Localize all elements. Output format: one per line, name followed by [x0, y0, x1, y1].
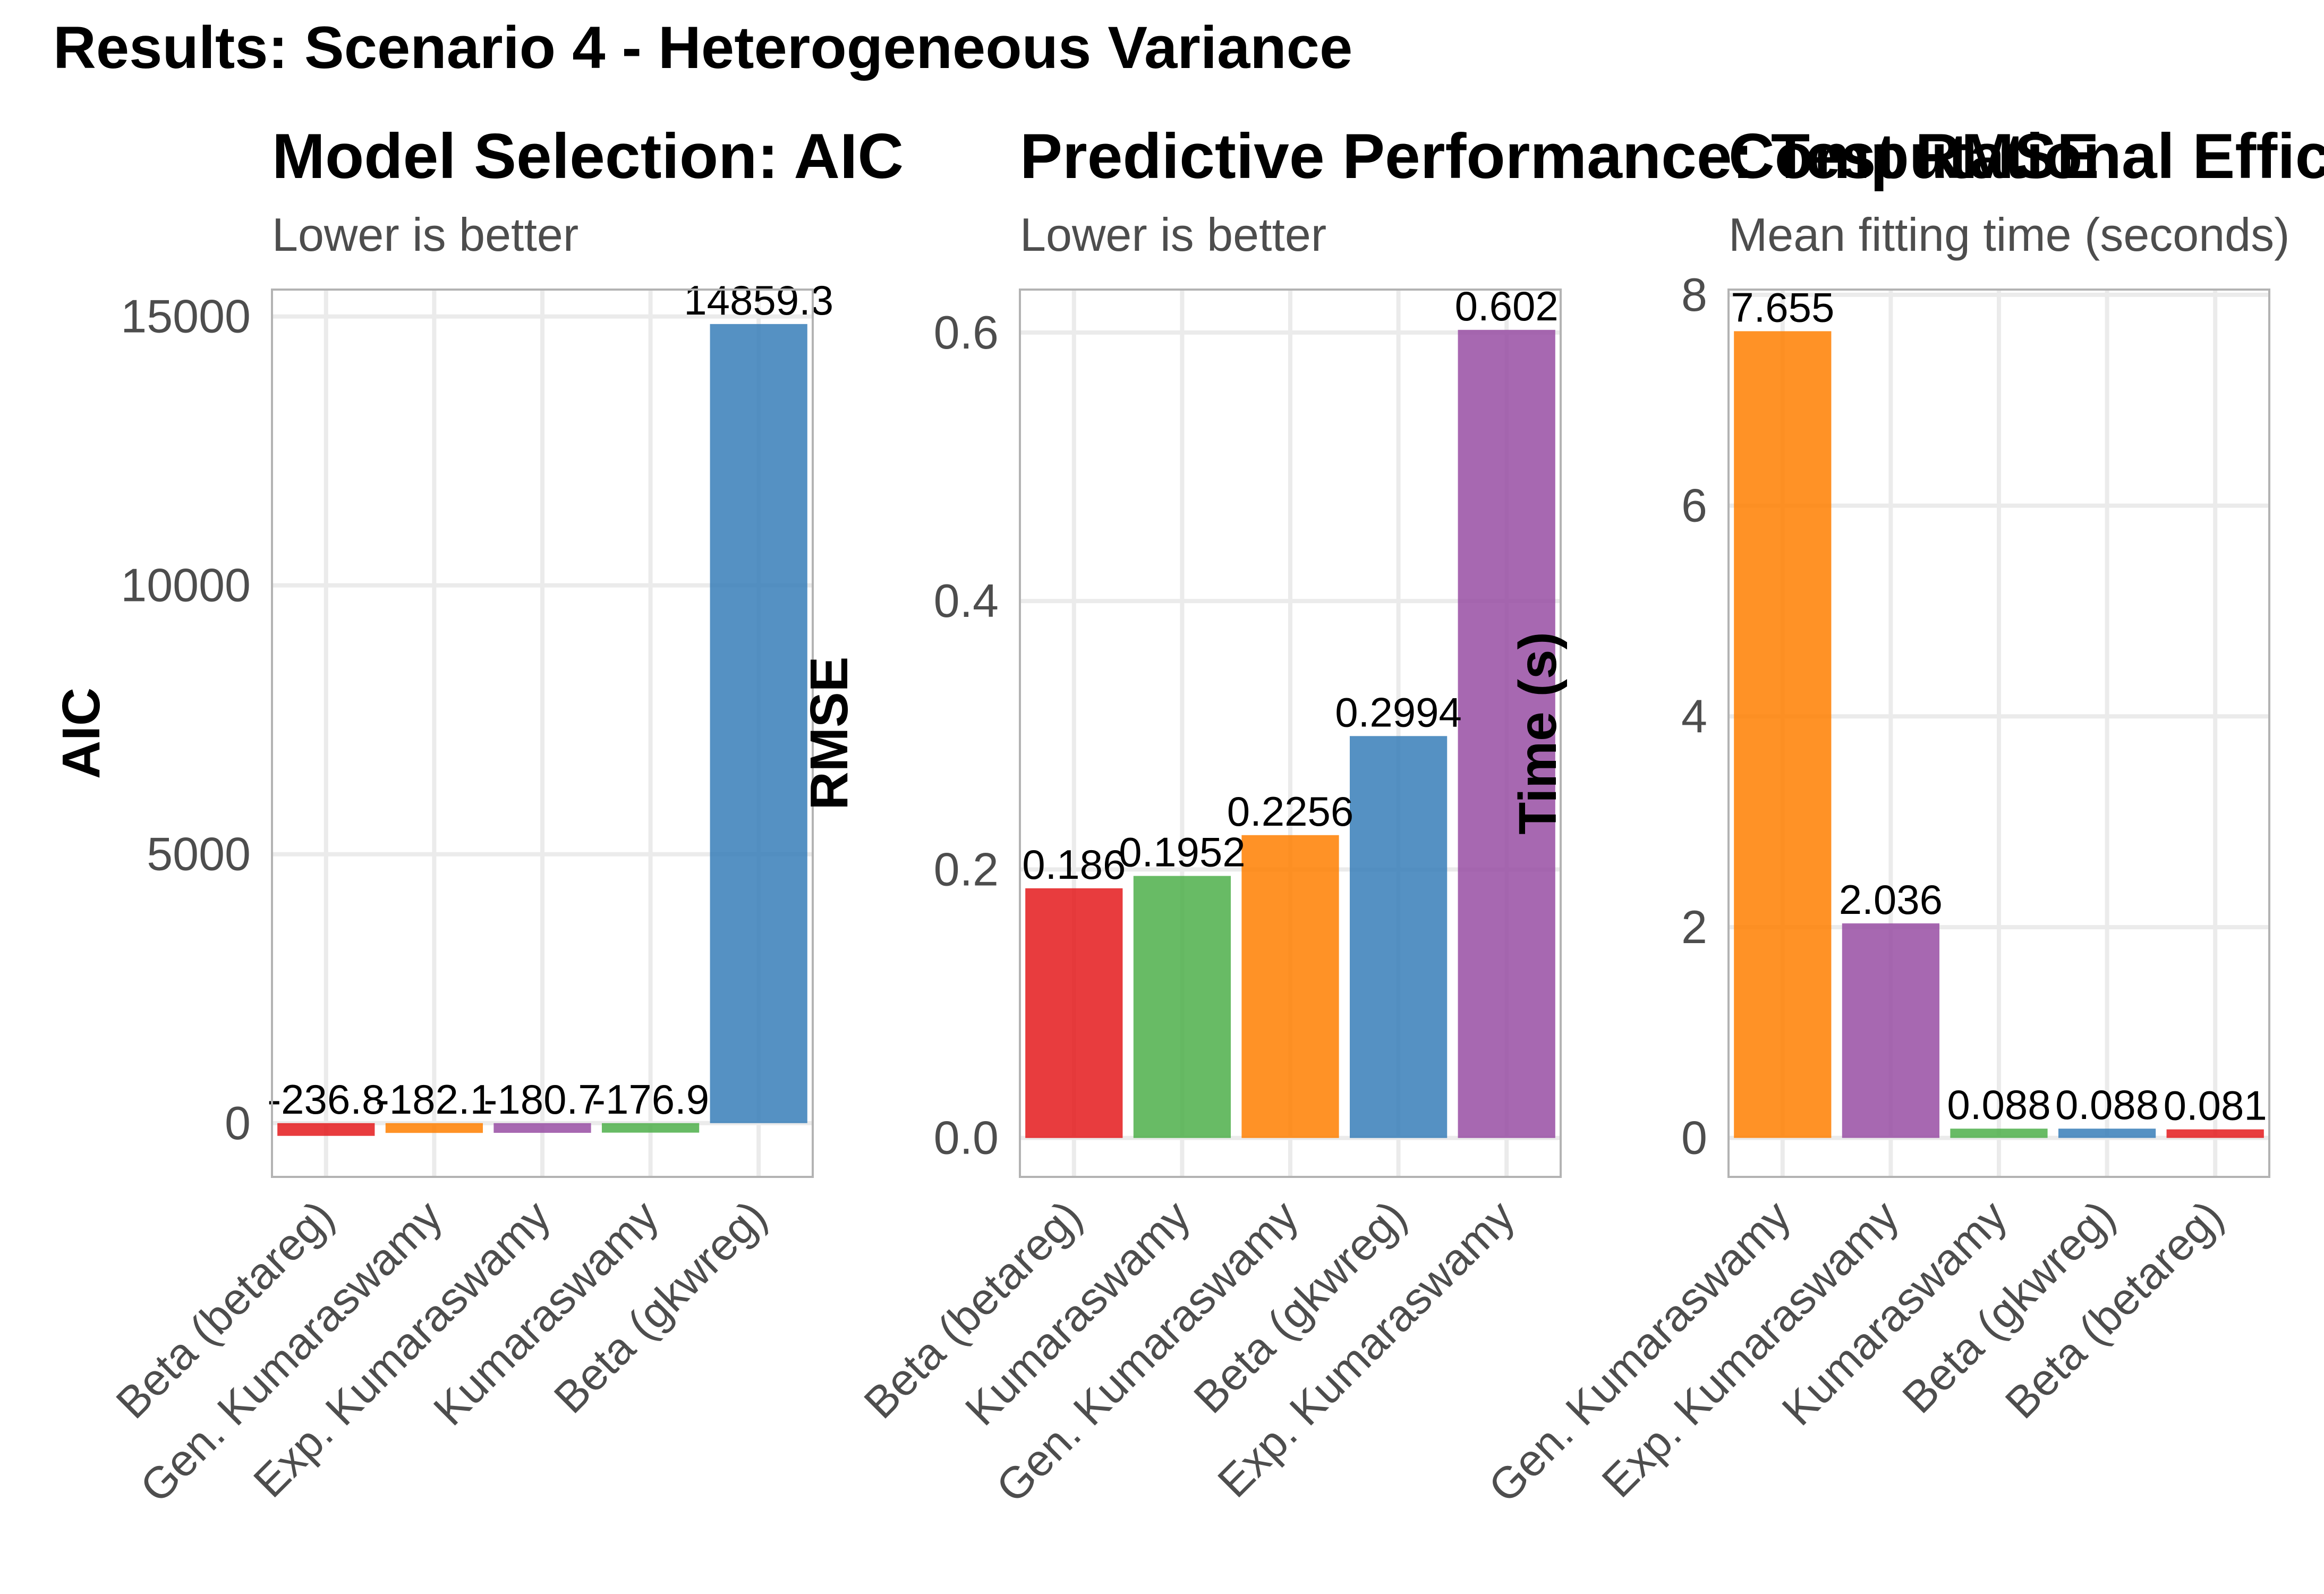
bar — [277, 1123, 375, 1136]
y-tick-label: 6 — [1681, 479, 1707, 532]
data-label: 0.088 — [1947, 1081, 2050, 1128]
data-label: 0.186 — [1022, 841, 1126, 888]
data-label: 0.2256 — [1227, 788, 1354, 835]
data-label: -236.8 — [267, 1076, 385, 1123]
bar — [1842, 923, 1940, 1138]
y-tick-label: 5000 — [147, 828, 251, 880]
y-tick-label: 0.4 — [934, 574, 999, 627]
bar — [1458, 329, 1555, 1138]
y-tick-label: 15000 — [121, 290, 251, 343]
bar — [601, 1123, 700, 1133]
data-label: 0.1952 — [1119, 829, 1246, 876]
figure-title: Results: Scenario 4 - Heterogeneous Vari… — [53, 14, 1352, 81]
bar — [1025, 888, 1123, 1138]
y-tick-label: 10000 — [121, 559, 251, 612]
panel-border — [1727, 289, 2270, 1178]
data-label: 0.081 — [2164, 1082, 2267, 1129]
y-tick-label: 0.0 — [934, 1112, 999, 1164]
bar — [1734, 331, 1832, 1138]
data-label: 2.036 — [1839, 876, 1943, 923]
bar — [1241, 835, 1339, 1138]
bar — [2058, 1129, 2156, 1138]
bar — [2166, 1129, 2264, 1138]
y-tick-label: 0 — [225, 1097, 251, 1149]
y-tick-label: 8 — [1681, 268, 1707, 321]
y-axis-label: RMSE — [799, 657, 859, 810]
y-tick-label: 4 — [1681, 690, 1707, 742]
data-label: -180.7 — [483, 1076, 601, 1123]
panel-title: Computational Efficiency — [1729, 121, 2324, 192]
bar — [1133, 876, 1231, 1138]
panel-border — [271, 289, 814, 1178]
panel-title: Model Selection: AIC — [272, 121, 904, 192]
data-label: 0.088 — [2055, 1081, 2159, 1128]
panel-subtitle: Mean fitting time (seconds) — [1729, 208, 2289, 261]
data-label: -182.1 — [376, 1076, 493, 1123]
panel-title: Predictive Performance: Test RMSE — [1020, 121, 2099, 192]
panel-subtitle: Lower is better — [1020, 208, 1326, 261]
y-tick-label: 0.2 — [934, 843, 999, 895]
bar — [1950, 1129, 2048, 1138]
bar — [493, 1123, 591, 1133]
y-tick-label: 2 — [1681, 901, 1707, 953]
data-label: 7.655 — [1731, 284, 1834, 330]
data-label: -176.9 — [592, 1076, 709, 1123]
data-label: 0.2994 — [1335, 689, 1462, 735]
y-tick-label: 0.6 — [934, 306, 999, 359]
panel-border — [1019, 289, 1562, 1178]
bar — [1349, 736, 1448, 1138]
panel-subtitle: Lower is better — [272, 208, 578, 261]
bar — [385, 1123, 483, 1133]
y-tick-label: 0 — [1681, 1112, 1707, 1164]
y-axis-label: Time (s) — [1508, 632, 1568, 835]
bar — [710, 324, 807, 1123]
y-axis-label: AIC — [52, 688, 111, 779]
data-label: 14859.3 — [684, 277, 833, 324]
